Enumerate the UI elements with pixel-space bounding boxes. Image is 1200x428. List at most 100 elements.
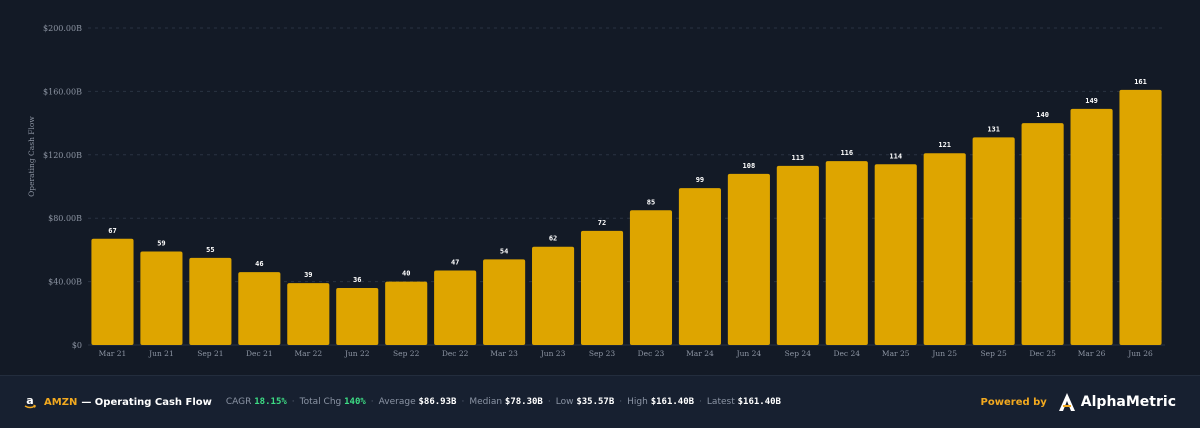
data-label: 140	[1036, 111, 1049, 119]
x-tick-label: Mar 23	[490, 349, 518, 358]
bar	[727, 173, 770, 345]
y-tick-label: $0	[72, 341, 82, 350]
data-label: 39	[304, 271, 312, 279]
x-tick-label: Jun 24	[736, 349, 762, 358]
stat-label: High	[627, 397, 651, 407]
alphametric-logo-icon	[1058, 393, 1075, 411]
bar	[629, 210, 673, 345]
x-tick-label: Jun 22	[344, 349, 370, 358]
stat-label: Average	[378, 397, 419, 407]
bar	[1021, 123, 1064, 345]
stat-separator: ·	[461, 397, 465, 407]
stat-value: 140%	[344, 397, 366, 407]
stat-value: 18.15%	[254, 397, 287, 407]
bar	[434, 270, 477, 345]
stat-separator: ·	[547, 397, 551, 407]
ticker-symbol: AMZN	[44, 396, 78, 408]
bar	[483, 259, 526, 345]
bar	[972, 137, 1015, 345]
stat-high: High $161.40B	[627, 397, 694, 407]
chart-area: $0 $40.00B $80.00B $120.00B $160.00B $200.00B…	[27, 24, 1165, 358]
stat-separator: ·	[370, 397, 374, 407]
x-tick-label: Sep 22	[393, 349, 420, 358]
x-tick-label: Dec 23	[638, 349, 665, 358]
y-tick-label: $200.00B	[43, 24, 82, 33]
footer-summary: a AMZN — Operating Cash Flow CAGR 18.15%…	[22, 394, 781, 410]
data-label: 114	[889, 152, 902, 160]
bar	[385, 281, 428, 345]
x-tick-label: Sep 25	[981, 349, 1008, 358]
stat-value: $35.57B	[576, 397, 615, 407]
data-label: 116	[840, 149, 853, 157]
stat-separator: ·	[699, 397, 702, 407]
x-tick-label: Sep 21	[197, 349, 223, 358]
bar	[923, 153, 966, 345]
data-label: 59	[157, 239, 165, 247]
x-tick-label: Sep 23	[589, 349, 616, 358]
y-tick-label: $120.00B	[43, 151, 82, 160]
stats-list: CAGR 18.15% · Total Chg 140% · Average $86.9…	[212, 397, 781, 407]
stat-value: $161.40B	[650, 397, 695, 407]
x-tick-label: Mar 21	[99, 349, 127, 358]
data-label: 131	[987, 125, 1000, 133]
stat-label: Total Chg	[299, 397, 345, 407]
x-tick-label: Jun 23	[540, 349, 566, 358]
x-tick-label: Dec 21	[246, 349, 273, 358]
stat-cagr: CAGR 18.15%	[226, 397, 287, 407]
bar	[776, 165, 819, 345]
bar	[336, 287, 379, 345]
y-axis-label: Operating Cash Flow	[27, 116, 36, 197]
data-label: 40	[402, 270, 410, 278]
bar	[678, 188, 721, 345]
amazon-logo-icon: a	[24, 394, 37, 409]
data-label: 113	[792, 154, 805, 162]
bar	[532, 246, 575, 345]
bar	[1070, 108, 1113, 346]
stat-median: Median $78.30B	[469, 397, 543, 407]
stat-label: Low	[555, 397, 577, 407]
y-tick-label: $160.00B	[43, 87, 82, 96]
data-label: 72	[598, 219, 606, 227]
data-label: 36	[353, 276, 361, 284]
data-label: 108	[743, 162, 756, 170]
stat-latest: Latest $161.40B	[707, 397, 781, 407]
data-label: 149	[1085, 97, 1098, 105]
stat-average: Average $86.93B	[379, 397, 457, 407]
branding: Powered by AlphaMetric	[981, 376, 1176, 428]
x-tick-label: Jun 21	[148, 349, 174, 358]
stat-label: Latest	[706, 397, 738, 407]
y-tick-label: $80.00B	[48, 214, 82, 223]
data-label: 55	[206, 246, 214, 254]
bar	[1119, 89, 1162, 345]
x-tick-label: Jun 26	[1127, 349, 1153, 358]
stat-value: $86.93B	[418, 397, 457, 407]
svg-text:a: a	[26, 394, 33, 407]
stat-label: CAGR	[225, 397, 255, 407]
data-label: 67	[108, 227, 116, 235]
x-tick-label: Mar 25	[882, 349, 910, 358]
data-label: 85	[647, 198, 655, 206]
bar	[580, 230, 624, 345]
data-label: 62	[549, 235, 557, 243]
bar	[874, 164, 917, 345]
footer-bar: a AMZN — Operating Cash Flow CAGR 18.15%…	[0, 375, 1200, 428]
stat-total-chg: Total Chg 140%	[300, 397, 366, 407]
x-tick-label: Dec 25	[1029, 349, 1056, 358]
bar	[287, 283, 330, 345]
stat-separator: ·	[291, 397, 295, 407]
x-tick-label: Mar 26	[1078, 349, 1106, 358]
data-label: 121	[938, 141, 951, 149]
data-label: 47	[451, 259, 459, 267]
x-tick-label: Mar 24	[686, 349, 714, 358]
powered-by-label: Powered by	[980, 396, 1047, 408]
bar	[825, 161, 868, 345]
x-tick-label: Dec 24	[833, 349, 860, 358]
bar	[238, 272, 281, 345]
stat-low: Low $35.57B	[556, 397, 615, 407]
x-tick-label: Dec 22	[442, 349, 469, 358]
data-label: 54	[500, 247, 508, 255]
stat-label: Median	[469, 397, 505, 407]
stat-value: $78.30B	[504, 397, 543, 407]
stat-value: $161.40B	[737, 397, 781, 407]
brand-name: AlphaMetric	[1080, 394, 1176, 410]
